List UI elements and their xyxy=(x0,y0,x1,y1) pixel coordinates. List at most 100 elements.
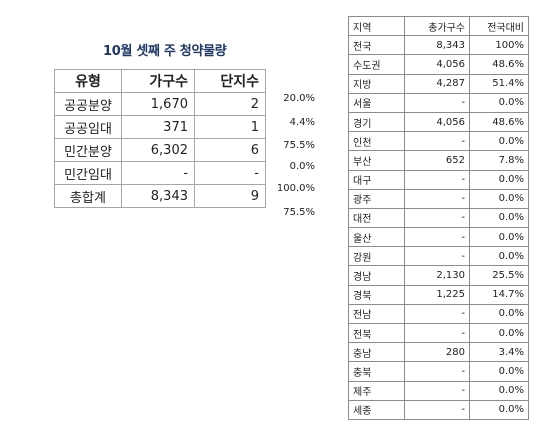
table-row: 대구 -0.0% xyxy=(348,169,529,190)
households-cell: 4,056 xyxy=(404,111,470,133)
type-percentage: 100.0% xyxy=(276,183,315,194)
table-row: 강원 -0.0% xyxy=(348,246,529,267)
table-row: 공공임대 371 1 xyxy=(54,115,266,139)
type-percentage: 75.5% xyxy=(283,140,315,151)
table-row: 경남 2,130 25.5% xyxy=(348,265,529,286)
households-cell: - xyxy=(404,169,470,190)
households-cell: - xyxy=(404,188,470,209)
households-cell: - xyxy=(404,399,470,420)
ratio-cell: 0.0% xyxy=(469,131,529,152)
region-cell: 광주 xyxy=(348,188,405,209)
table-row: 충북 -0.0% xyxy=(348,361,529,382)
table-row: 총합계 8,343 9 xyxy=(54,184,266,208)
households-cell: - xyxy=(404,207,470,229)
ratio-cell: 0.0% xyxy=(469,322,529,344)
type-cell: 민간분양 xyxy=(54,138,122,162)
ratio-cell: 48.6% xyxy=(469,111,529,133)
ratio-cell: 51.4% xyxy=(469,73,529,94)
complexes-cell: - xyxy=(194,161,266,185)
region-cell: 대구 xyxy=(348,169,405,190)
table-row: 전남 -0.0% xyxy=(348,303,529,325)
ratio-cell: 0.0% xyxy=(469,92,529,113)
households-cell: - xyxy=(404,361,470,382)
table-row: 대전 -0.0% xyxy=(348,207,529,229)
table-row: 경북 1,225 14.7% xyxy=(348,284,529,305)
table-row: 세종 -0.0% xyxy=(348,399,529,420)
complexes-cell: 2 xyxy=(194,92,266,116)
table-row: 전국 8,343 100% xyxy=(348,35,529,56)
households-cell: 4,056 xyxy=(404,54,470,75)
ratio-cell: 25.5% xyxy=(469,265,529,286)
region-cell: 대전 xyxy=(348,207,405,229)
households-cell: - xyxy=(404,380,470,401)
table-row: 광주 -0.0% xyxy=(348,188,529,209)
region-cell: 전북 xyxy=(348,322,405,344)
table-row: 경기 4,056 48.6% xyxy=(348,111,529,133)
table-row: 서울 -0.0% xyxy=(348,92,529,113)
complexes-cell: 9 xyxy=(194,184,266,208)
ratio-cell: 0.0% xyxy=(469,246,529,267)
header-complexes: 단지수 xyxy=(194,69,266,93)
table-row: 전북 -0.0% xyxy=(348,322,529,344)
households-cell: - xyxy=(404,227,470,248)
households-cell: 280 xyxy=(404,342,470,363)
page-title: 10월 셋째 주 청약물량 xyxy=(103,44,227,59)
households-cell: 371 xyxy=(121,115,195,139)
households-cell: 6,302 xyxy=(121,138,195,162)
households-cell: 1,225 xyxy=(404,284,470,305)
region-cell: 전남 xyxy=(348,303,405,325)
ratio-cell: 0.0% xyxy=(469,361,529,382)
table-row: 제주 -0.0% xyxy=(348,380,529,401)
region-cell: 충북 xyxy=(348,361,405,382)
households-cell: 2,130 xyxy=(404,265,470,286)
households-cell: - xyxy=(404,322,470,344)
table-row: 충남 280 3.4% xyxy=(348,342,529,363)
type-percentage: 0.0% xyxy=(289,161,315,172)
type-percentage: 4.4% xyxy=(289,117,315,128)
region-cell: 경기 xyxy=(348,111,405,133)
ratio-cell: 3.4% xyxy=(469,342,529,363)
region-cell: 경남 xyxy=(348,265,405,286)
type-cell: 공공임대 xyxy=(54,115,122,139)
extra-pct: 75.5% xyxy=(283,207,315,218)
ratio-cell: 0.0% xyxy=(469,399,529,420)
region-cell: 전국 xyxy=(348,35,405,56)
households-cell: - xyxy=(121,161,195,185)
table-header-row: 유형 가구수 단지수 xyxy=(54,69,266,93)
region-cell: 울산 xyxy=(348,227,405,248)
table-row: 공공분양 1,670 2 xyxy=(54,92,266,116)
table-header-row: 지역 총가구수 전국대비 xyxy=(348,15,529,37)
region-table: 지역 총가구수 전국대비 전국 8,343 100% 수도권 4,056 48.6% 지방 4… xyxy=(348,15,529,420)
region-cell: 부산 xyxy=(348,150,405,171)
households-cell: - xyxy=(404,303,470,325)
table-row: 민간분양 6,302 6 xyxy=(54,138,266,162)
header-region: 지역 xyxy=(348,15,405,37)
ratio-cell: 48.6% xyxy=(469,54,529,75)
ratio-cell: 7.8% xyxy=(469,150,529,171)
households-cell: - xyxy=(404,92,470,113)
supply-type-table: 유형 가구수 단지수 공공분양 1,670 2 공공임대 371 1 민간분양 6,302 6 민… xyxy=(54,69,266,208)
ratio-cell: 0.0% xyxy=(469,169,529,190)
region-cell: 서울 xyxy=(348,92,405,113)
region-cell: 경북 xyxy=(348,284,405,305)
households-cell: - xyxy=(404,131,470,152)
type-percentage: 20.0% xyxy=(283,93,315,104)
table-row: 부산 652 7.8% xyxy=(348,150,529,171)
header-households: 가구수 xyxy=(121,69,195,93)
complexes-cell: 1 xyxy=(194,115,266,139)
ratio-cell: 0.0% xyxy=(469,227,529,248)
table-row: 수도권 4,056 48.6% xyxy=(348,54,529,75)
ratio-cell: 0.0% xyxy=(469,380,529,401)
region-cell: 수도권 xyxy=(348,54,405,75)
type-cell: 민간임대 xyxy=(54,161,122,185)
households-cell: - xyxy=(404,246,470,267)
households-cell: 4,287 xyxy=(404,73,470,94)
region-cell: 제주 xyxy=(348,380,405,401)
households-cell: 8,343 xyxy=(121,184,195,208)
region-cell: 지방 xyxy=(348,73,405,94)
households-cell: 8,343 xyxy=(404,35,470,56)
type-cell: 총합계 xyxy=(54,184,122,208)
header-type: 유형 xyxy=(54,69,122,93)
ratio-cell: 14.7% xyxy=(469,284,529,305)
households-cell: 652 xyxy=(404,150,470,171)
